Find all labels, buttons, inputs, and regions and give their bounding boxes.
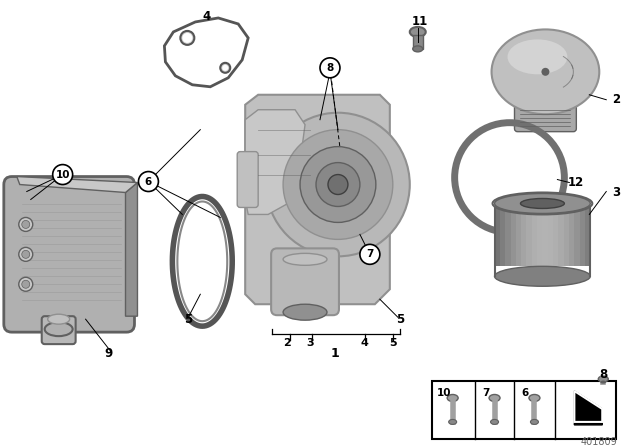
Bar: [511, 208, 516, 266]
Circle shape: [328, 175, 348, 194]
Ellipse shape: [531, 419, 538, 424]
Ellipse shape: [600, 380, 606, 383]
Circle shape: [283, 129, 393, 239]
Bar: [505, 208, 511, 266]
Text: 6: 6: [522, 388, 529, 398]
Bar: [500, 208, 505, 266]
Circle shape: [266, 113, 410, 256]
Ellipse shape: [447, 395, 458, 401]
FancyBboxPatch shape: [4, 177, 134, 332]
Text: 6: 6: [145, 177, 152, 186]
Text: 3: 3: [306, 338, 314, 348]
Ellipse shape: [491, 419, 499, 424]
Text: 7: 7: [482, 388, 489, 398]
Ellipse shape: [413, 46, 423, 52]
Text: 8: 8: [326, 63, 333, 73]
Bar: [564, 208, 569, 266]
Bar: [543, 208, 548, 266]
Bar: [537, 208, 543, 266]
Ellipse shape: [45, 322, 72, 336]
Circle shape: [19, 217, 33, 232]
Circle shape: [52, 164, 72, 185]
Bar: [432, 381, 616, 439]
Polygon shape: [125, 182, 138, 316]
Text: 5: 5: [396, 313, 404, 326]
Text: 12: 12: [567, 176, 584, 189]
Text: 10: 10: [56, 169, 70, 180]
Text: 401809: 401809: [581, 437, 618, 447]
Bar: [548, 208, 553, 266]
Ellipse shape: [449, 419, 457, 424]
Circle shape: [182, 33, 193, 43]
Text: 3: 3: [612, 186, 620, 199]
Polygon shape: [245, 95, 390, 304]
Circle shape: [22, 220, 29, 228]
Circle shape: [220, 63, 230, 73]
Circle shape: [22, 250, 29, 258]
Text: 5: 5: [184, 313, 193, 326]
Bar: [574, 208, 580, 266]
Circle shape: [316, 163, 360, 207]
Circle shape: [320, 58, 340, 78]
Ellipse shape: [495, 266, 590, 286]
Bar: [532, 208, 537, 266]
Circle shape: [19, 277, 33, 291]
Ellipse shape: [283, 254, 327, 265]
Circle shape: [222, 65, 228, 71]
Circle shape: [360, 244, 380, 264]
Text: 9: 9: [104, 347, 113, 360]
Ellipse shape: [508, 39, 568, 74]
FancyBboxPatch shape: [271, 248, 339, 315]
Bar: [495, 208, 500, 266]
Text: 4: 4: [202, 10, 211, 23]
Bar: [585, 208, 590, 266]
Bar: [413, 35, 423, 49]
Bar: [527, 208, 532, 266]
Bar: [580, 208, 585, 266]
Text: 1: 1: [331, 347, 339, 360]
Text: 2: 2: [284, 338, 291, 348]
Ellipse shape: [529, 395, 540, 401]
Circle shape: [22, 280, 29, 288]
Ellipse shape: [520, 198, 564, 208]
Text: 7: 7: [366, 250, 374, 259]
Circle shape: [541, 68, 549, 76]
Circle shape: [19, 247, 33, 261]
Bar: [553, 208, 558, 266]
Circle shape: [300, 146, 376, 222]
Ellipse shape: [598, 376, 608, 382]
Text: 5: 5: [389, 338, 397, 348]
Circle shape: [138, 172, 159, 191]
Text: 10: 10: [436, 388, 451, 398]
Text: 11: 11: [412, 15, 428, 28]
FancyBboxPatch shape: [237, 151, 258, 207]
Ellipse shape: [492, 30, 599, 114]
Polygon shape: [17, 177, 138, 193]
Polygon shape: [574, 391, 602, 425]
Bar: [569, 208, 574, 266]
Bar: [558, 208, 564, 266]
Polygon shape: [245, 110, 305, 215]
FancyBboxPatch shape: [42, 316, 76, 344]
Bar: [521, 208, 527, 266]
Circle shape: [180, 31, 195, 45]
Text: 4: 4: [361, 338, 369, 348]
Ellipse shape: [410, 27, 426, 37]
Ellipse shape: [495, 194, 590, 213]
Ellipse shape: [489, 395, 500, 401]
Ellipse shape: [283, 304, 327, 320]
FancyBboxPatch shape: [515, 104, 577, 132]
Text: 8: 8: [599, 367, 607, 380]
Ellipse shape: [48, 314, 70, 324]
Text: 2: 2: [612, 93, 620, 106]
Bar: [516, 208, 521, 266]
